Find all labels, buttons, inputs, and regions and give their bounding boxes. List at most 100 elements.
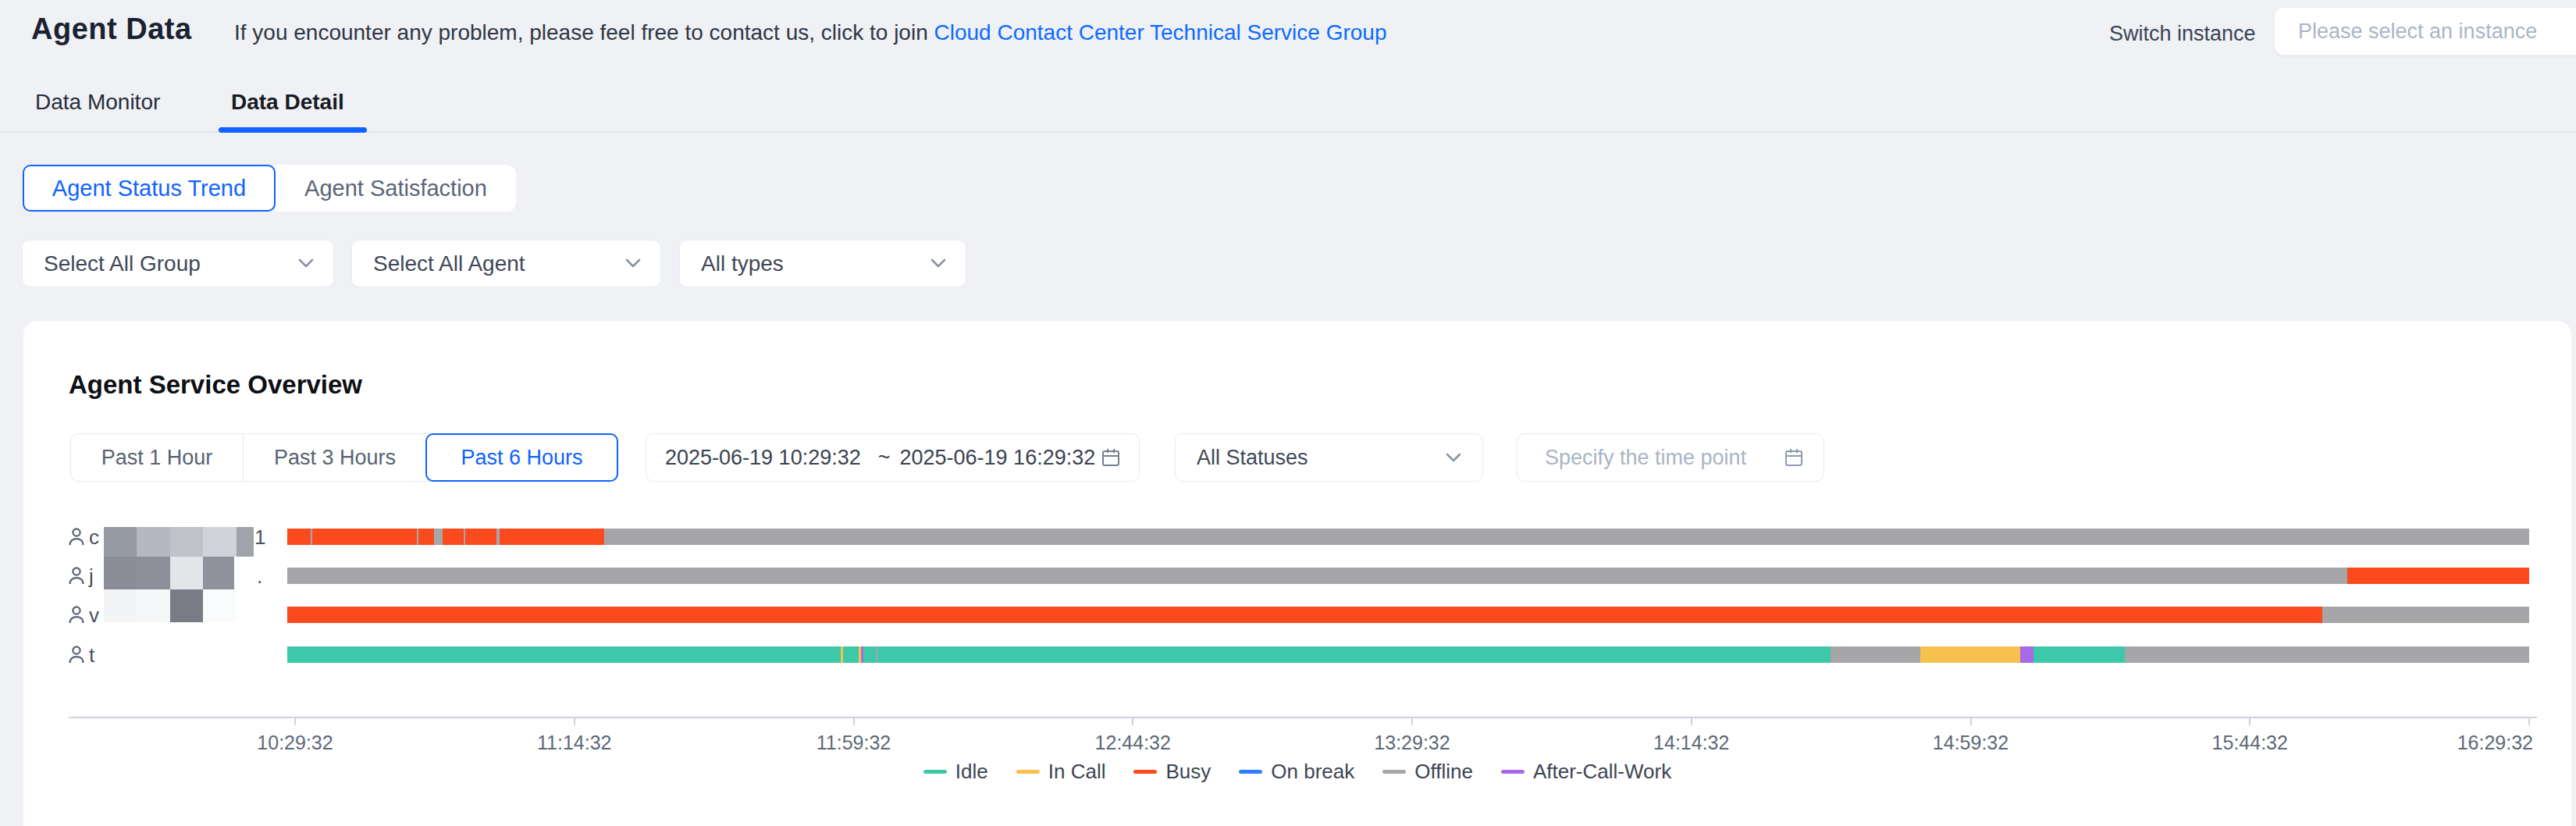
calendar-icon [1783, 447, 1805, 468]
mosaic-block [170, 557, 203, 589]
subtab-agent-status-trend[interactable]: Agent Status Trend [23, 165, 276, 212]
axis-tick-label: 12:44:32 [1055, 732, 1211, 754]
status-segment-offline [287, 568, 2347, 584]
agent-filter-select[interactable]: Select All Agent [351, 240, 661, 287]
mosaic-block [104, 589, 137, 622]
name-privacy-mosaic [104, 589, 237, 622]
status-segment-busy [465, 529, 496, 545]
chart-legend: Idle In Call Busy On break Offline After-Call… [23, 760, 2571, 784]
axis-tick-label: 13:29:32 [1334, 732, 1490, 754]
agent-status-bar[interactable] [287, 568, 2529, 584]
group-filter-value: Select All Group [44, 251, 201, 276]
axis-tick [1691, 718, 1692, 725]
axis-tick [853, 718, 855, 725]
status-segment-offline [2125, 646, 2529, 663]
switch-instance-label: Switch instance [2109, 22, 2256, 46]
axis-tick-label: 14:59:32 [1893, 732, 2049, 754]
agent-status-bar[interactable] [287, 529, 2529, 545]
card-title: Agent Service Overview [69, 370, 362, 400]
mosaic-block [203, 589, 237, 622]
tab-data-detail[interactable]: Data Detail [231, 90, 344, 115]
axis-tick [574, 718, 575, 725]
status-segment-idle [843, 646, 859, 663]
legend-item-break[interactable]: On break [1239, 760, 1354, 784]
agent-name: j [89, 564, 94, 589]
mosaic-block [137, 589, 170, 622]
legend-item-acw[interactable]: After-Call-Work [1501, 760, 1671, 784]
agent-icon [67, 566, 86, 589]
calendar-icon [1100, 447, 1122, 468]
agent-icon [67, 527, 86, 550]
instance-select[interactable]: Please select an instance [2274, 7, 2576, 55]
legend-dash [1016, 770, 1040, 774]
legend-item-incall[interactable]: In Call [1016, 760, 1106, 784]
legend-label: Busy [1165, 760, 1211, 784]
range-past-6-hours[interactable]: Past 6 Hours [425, 433, 618, 482]
status-segment-busy [443, 529, 464, 545]
mosaic-block [104, 527, 137, 557]
status-segment-incall [1920, 646, 2020, 663]
status-segment-offline [604, 529, 2529, 545]
tab-bar: Data Monitor Data Detail [0, 76, 2576, 133]
mosaic-block [137, 527, 170, 557]
date-range-end: 2025-06-19 16:29:32 [900, 446, 1096, 470]
axis-tick [1970, 718, 1972, 725]
instance-select-placeholder: Please select an instance [2298, 20, 2537, 44]
agent-name: c [89, 525, 99, 550]
status-filter-select[interactable]: All Statuses [1175, 433, 1483, 482]
legend-dash [1501, 770, 1525, 774]
range-past-3-hours[interactable]: Past 3 Hours [243, 434, 426, 481]
legend-label: After-Call-Work [1533, 760, 1671, 784]
legend-item-offline[interactable]: Offline [1382, 760, 1473, 784]
status-segment-idle [287, 646, 841, 663]
axis-tick [2249, 718, 2250, 725]
legend-label: Offline [1414, 760, 1473, 784]
legend-dash [1239, 770, 1262, 774]
agent-icon [67, 645, 86, 668]
legend-dash [1133, 770, 1157, 774]
type-filter-value: All types [701, 251, 784, 276]
time-point-picker[interactable]: Specify the time point [1517, 433, 1824, 482]
legend-dash [923, 770, 947, 774]
tab-data-monitor[interactable]: Data Monitor [35, 90, 160, 115]
agent-status-bar[interactable] [287, 607, 2529, 623]
status-segment-offline [1831, 646, 1920, 663]
status-segment-busy [287, 529, 311, 545]
legend-label: On break [1271, 760, 1354, 784]
mosaic-block [104, 557, 137, 589]
mosaic-block [203, 527, 237, 557]
mosaic-block [170, 589, 203, 622]
legend-label: In Call [1048, 760, 1106, 784]
type-filter-select[interactable]: All types [679, 240, 966, 287]
chevron-down-icon [625, 258, 641, 269]
axis-tick [294, 718, 296, 725]
subtab-agent-satisfaction[interactable]: Agent Satisfaction [276, 165, 516, 212]
service-group-link[interactable]: Cloud Contact Center Technical Service G… [934, 20, 1387, 45]
agent-name: v [89, 603, 99, 628]
legend-item-busy[interactable]: Busy [1133, 760, 1211, 784]
legend-label: Idle [955, 760, 988, 784]
agent-data-page: { "header": { "title": "Agent Data", "in… [0, 0, 2576, 826]
axis-tick [1132, 718, 1133, 725]
axis-tick-label: 11:59:32 [776, 732, 932, 754]
subtab-bar: Agent Status Trend Agent Satisfaction [23, 165, 516, 212]
legend-item-idle[interactable]: Idle [923, 760, 988, 784]
group-filter-select[interactable]: Select All Group [22, 240, 334, 287]
time-point-placeholder: Specify the time point [1545, 446, 1746, 470]
time-range-buttons: Past 1 Hour Past 3 Hours Past 6 Hours [70, 433, 618, 482]
axis-tick-label: 16:29:32 [2377, 732, 2533, 754]
mosaic-block [170, 527, 203, 557]
status-segment-offline [2322, 607, 2529, 623]
status-segment-idle [2033, 646, 2125, 663]
status-segment-offline [434, 529, 443, 545]
axis-tick-label: 10:29:32 [217, 732, 373, 754]
agent-name: t [89, 643, 94, 668]
agent-status-bar[interactable] [287, 646, 2529, 663]
axis-tick-label: 14:14:32 [1614, 732, 1770, 754]
status-segment-busy [312, 529, 417, 545]
mosaic-block [137, 557, 170, 589]
date-range-picker[interactable]: 2025-06-19 10:29:32 ~ 2025-06-19 16:29:3… [646, 433, 1140, 482]
status-segment-busy [2347, 568, 2529, 584]
agent-filter-value: Select All Agent [373, 251, 525, 276]
range-past-1-hour[interactable]: Past 1 Hour [71, 434, 243, 481]
